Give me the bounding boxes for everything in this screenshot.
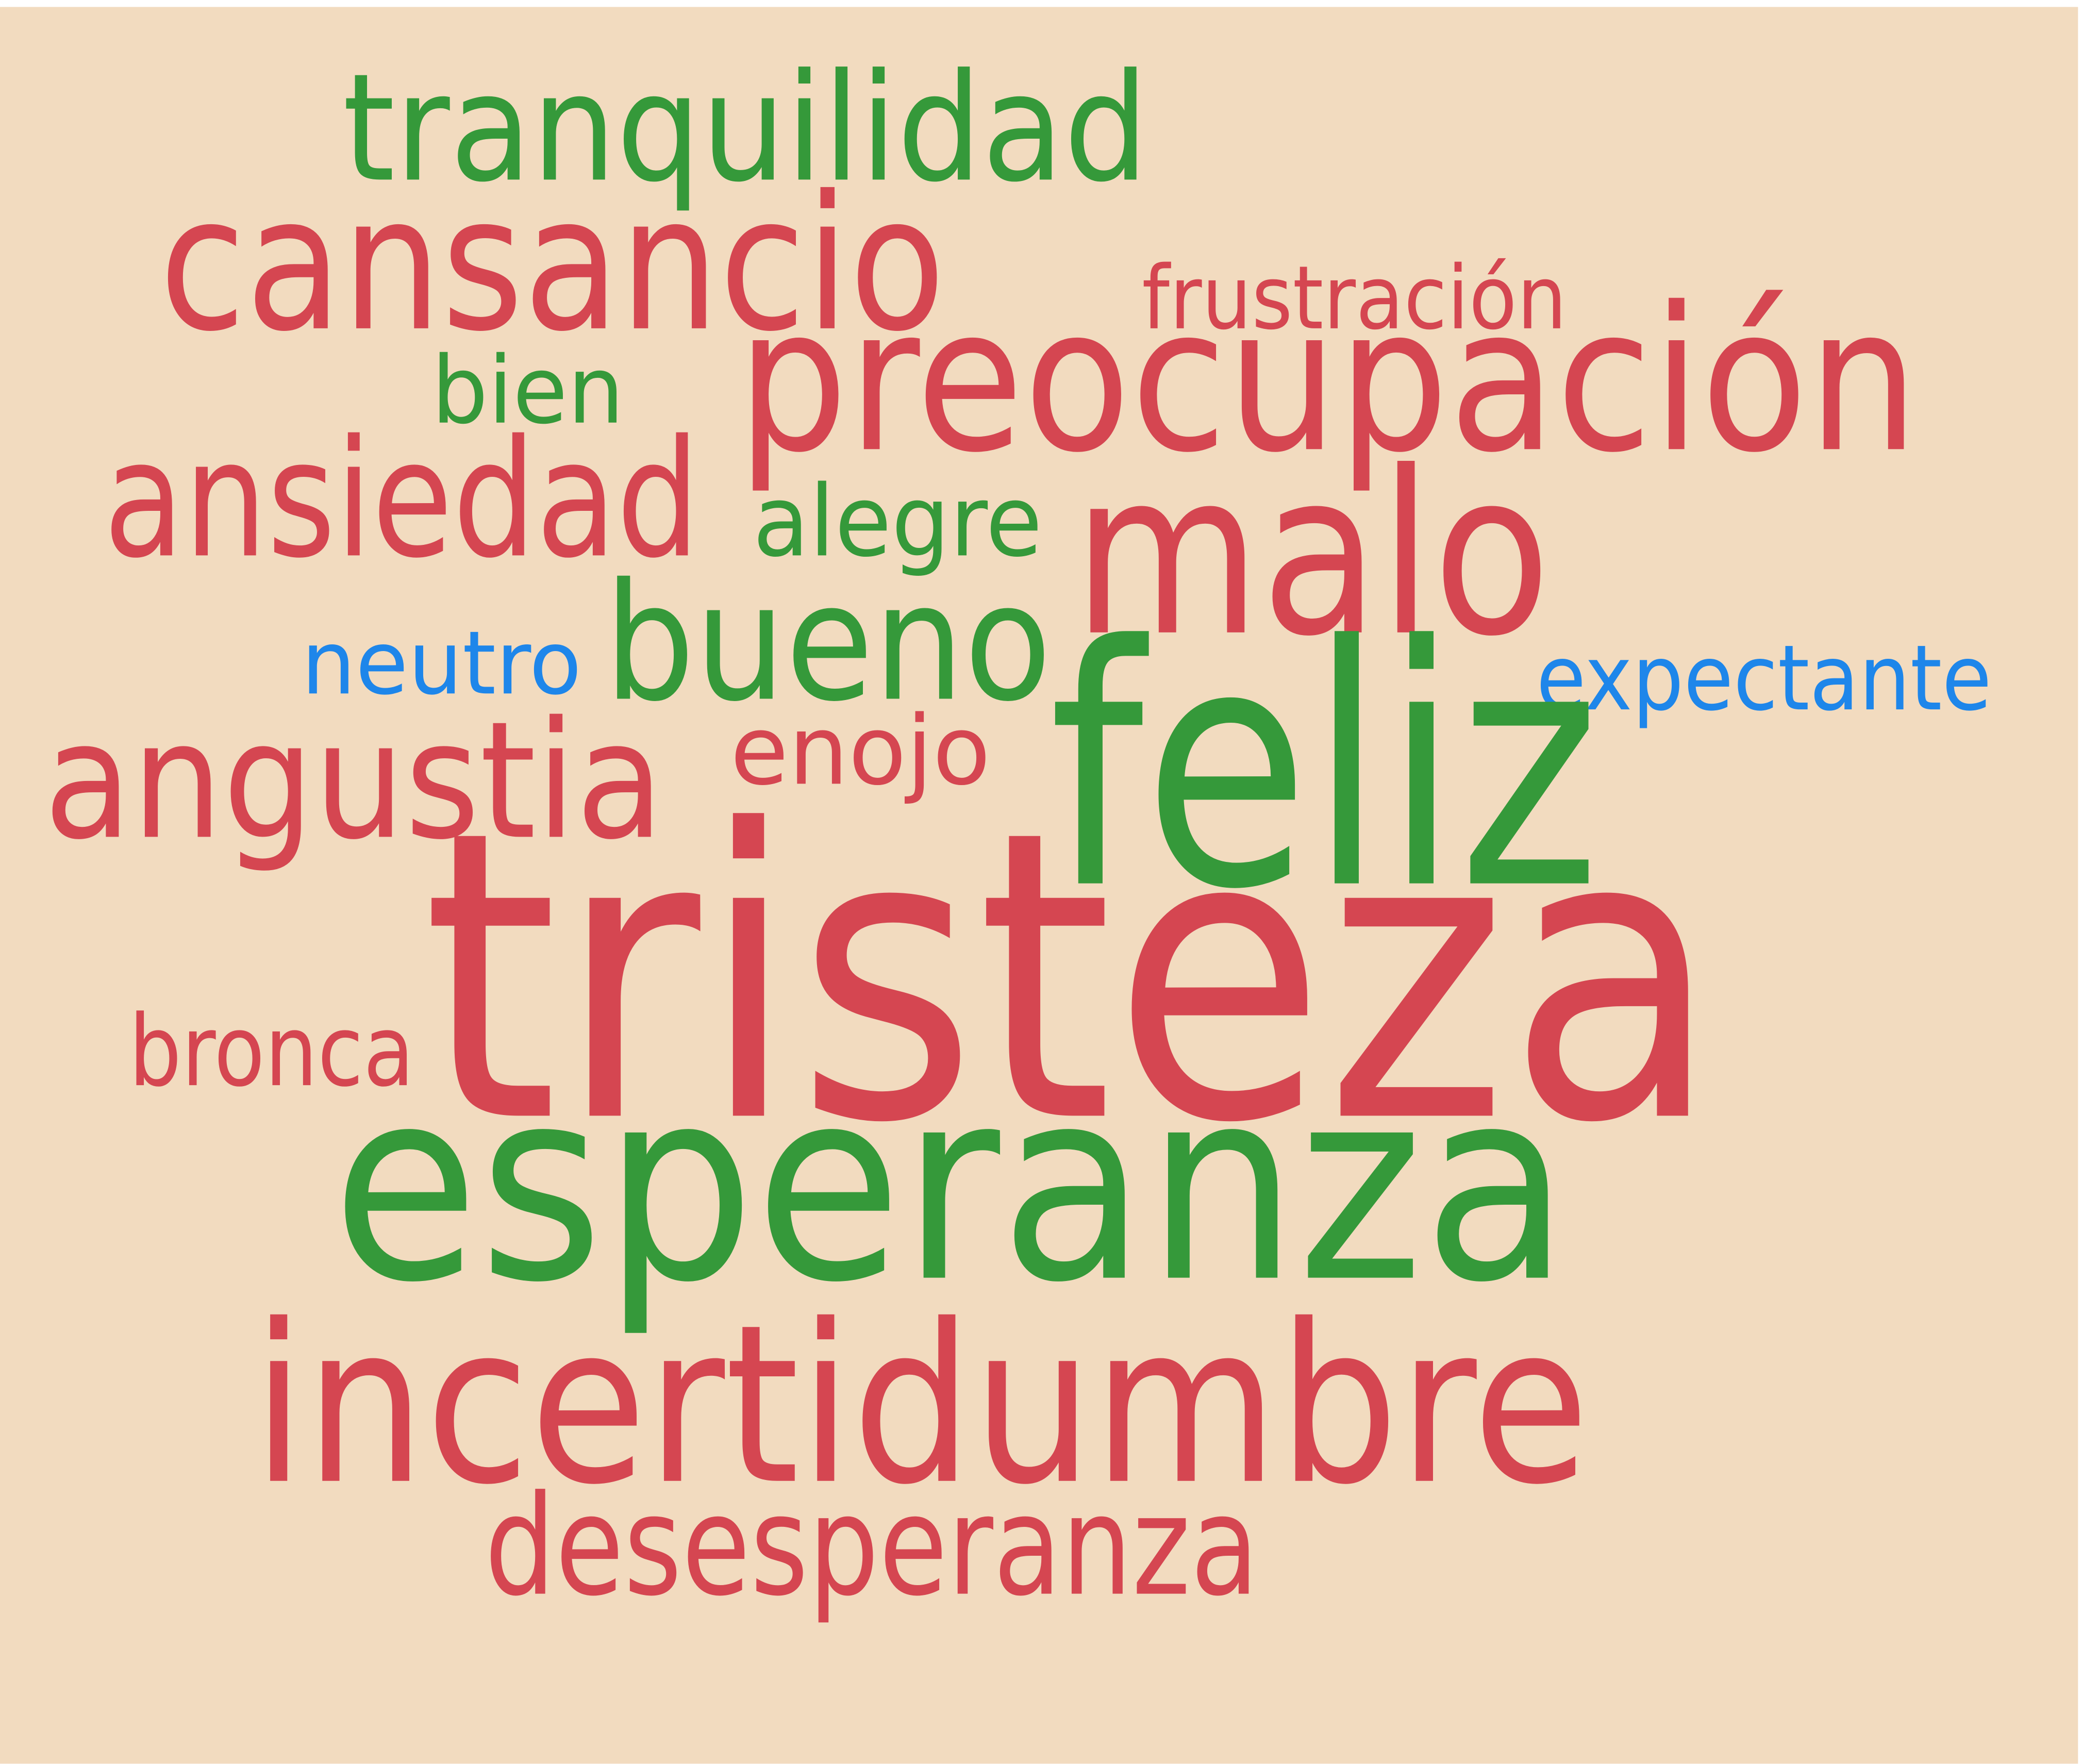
- word: desesperanza: [485, 1466, 1259, 1627]
- word: expectante: [1536, 626, 1992, 731]
- word: enojo: [730, 695, 991, 806]
- word: bueno: [604, 549, 1052, 738]
- word: bronca: [129, 994, 414, 1108]
- word: feliz: [1049, 575, 1600, 962]
- word: tranquilidad: [343, 42, 1149, 215]
- word: malo: [1073, 424, 1551, 686]
- word: preocupación: [737, 264, 1919, 496]
- word: esperanza: [332, 1032, 1570, 1341]
- word: alegre: [753, 464, 1043, 578]
- word: cansancio: [159, 156, 945, 373]
- word: angustia: [44, 687, 664, 875]
- background: [0, 7, 2078, 1764]
- word: tristeza: [422, 746, 1720, 1210]
- word: incertidumbre: [252, 1278, 1589, 1533]
- word: frustración: [1142, 247, 1567, 350]
- word: neutro: [302, 612, 582, 714]
- word: ansiedad: [104, 405, 700, 594]
- word: bien: [431, 337, 624, 445]
